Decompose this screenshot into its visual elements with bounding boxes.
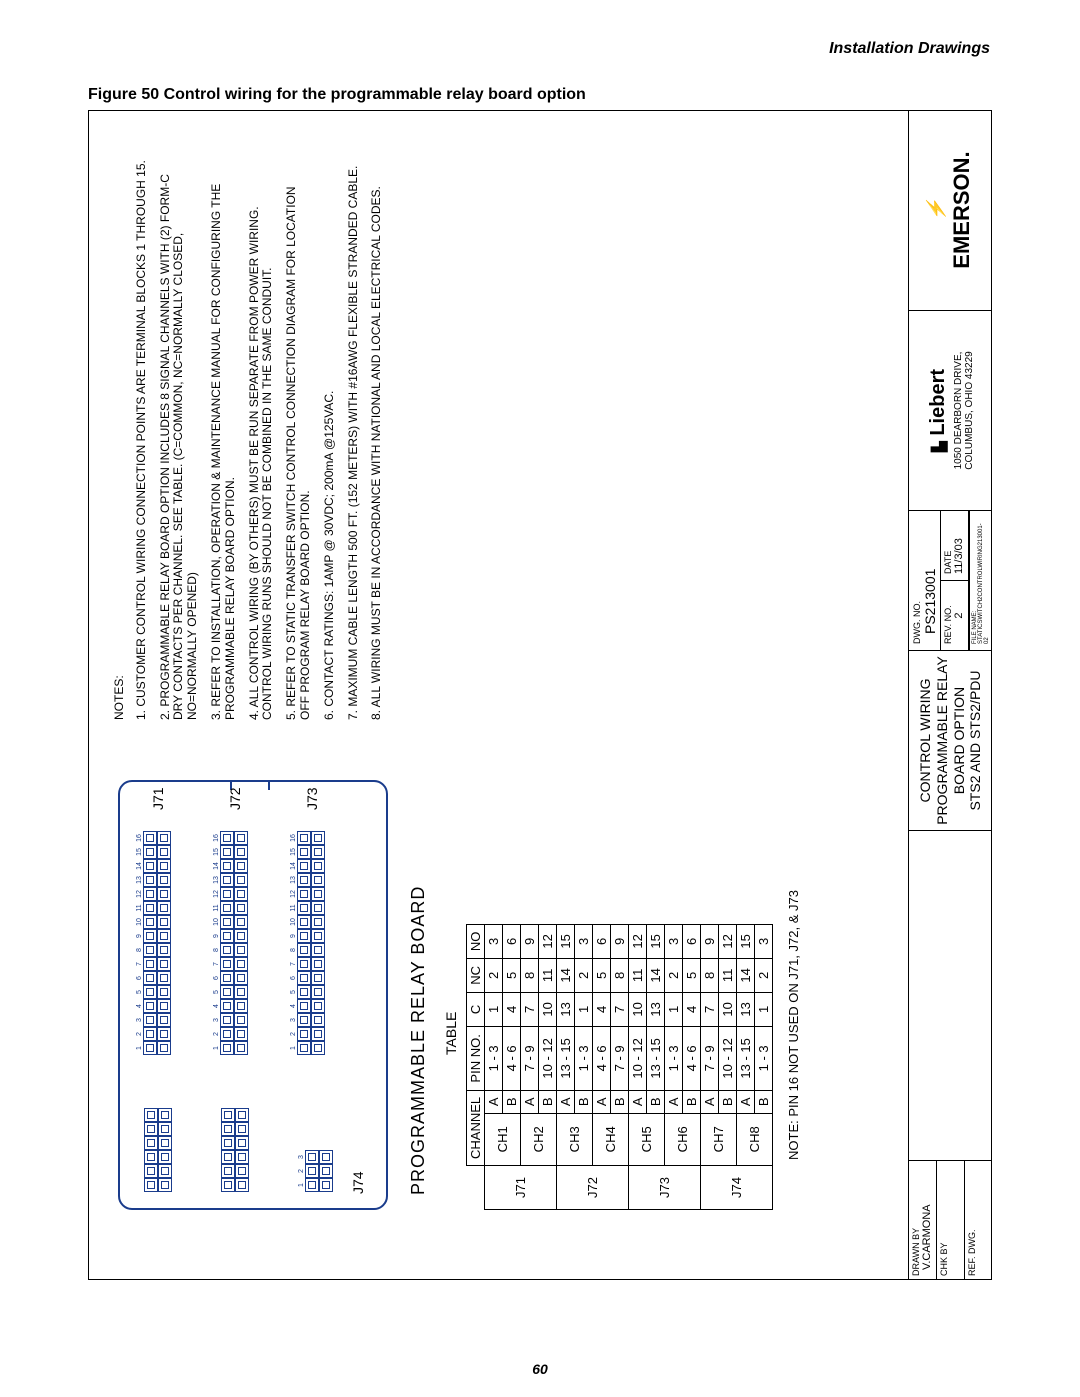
file-path: FILE NAME: STATICSWITCH2CONTROLWIRING213… xyxy=(969,511,992,650)
chk-by: CHK BY xyxy=(937,1161,965,1280)
j72-label: J72 xyxy=(227,787,243,810)
table-label: TABLE xyxy=(443,1012,459,1055)
section-header: Installation Drawings xyxy=(829,40,990,58)
note-item: 4. ALL CONTROL WIRING (BY OTHERS) MUST B… xyxy=(248,160,276,720)
board-diagram: 12345678910111213141516 J71 123456789101… xyxy=(118,780,398,1210)
note-item: 8. ALL WIRING MUST BE IN ACCORDANCE WITH… xyxy=(370,160,384,720)
board-title: PROGRAMMABLE RELAY BOARD xyxy=(408,886,429,1195)
j74-label: J74 xyxy=(350,1171,366,1194)
note-item: 5. REFER TO STATIC TRANSFER SWITCH CONTR… xyxy=(285,160,313,720)
note-item: 2. PROGRAMMABLE RELAY BOARD OPTION INCLU… xyxy=(159,160,200,720)
j73-label: J73 xyxy=(304,787,320,810)
j71-label: J71 xyxy=(150,787,166,810)
ref-dwg: REF. DWG. xyxy=(965,1161,992,1280)
liebert-logo-block: ▙ Liebert 1050 DEARBORN DRIVE, COLUMBUS,… xyxy=(909,310,992,510)
note-item: 3. REFER TO INSTALLATION, OPERATION & MA… xyxy=(210,160,238,720)
note-item: 6. CONTACT RATINGS: 1AMP @ 30VDC; 200mA … xyxy=(323,160,337,720)
pin-table: CHANNELPIN NO.CNCNOJ71CH1A1 - 3123B4 - 6… xyxy=(466,924,773,1210)
emerson-logo-block: ⚡ EMERSON. xyxy=(909,110,992,310)
drawing-title: CONTROL WIRING PROGRAMMABLE RELAY BOARD … xyxy=(909,650,992,830)
note-item: 1. CUSTOMER CONTROL WIRING CONNECTION PO… xyxy=(135,160,149,720)
pin-table-note: NOTE: PIN 16 NOT USED ON J71, J72, & J73 xyxy=(786,890,801,1160)
figure-title: Figure 50 Control wiring for the program… xyxy=(88,86,586,104)
page-number: 60 xyxy=(532,1361,548,1377)
note-item: 7. MAXIMUM CABLE LENGTH 500 FT. (152 MET… xyxy=(347,160,361,720)
notes-block: NOTES: 1. CUSTOMER CONTROL WIRING CONNEC… xyxy=(113,160,394,720)
rotated-content: 12345678910111213141516 J71 123456789101… xyxy=(88,110,992,1280)
rev-date: REV. NO. 2 DATE 11/3/03 xyxy=(941,511,969,650)
notes-heading: NOTES: xyxy=(113,160,127,720)
drawn-by: DRAWN BY V.CARMONA xyxy=(909,1161,937,1280)
dwg-no: DWG. NO. PS213001 xyxy=(909,511,941,650)
title-block: DRAWN BY V.CARMONA CHK BY REF. DWG. CONT… xyxy=(908,110,992,1280)
